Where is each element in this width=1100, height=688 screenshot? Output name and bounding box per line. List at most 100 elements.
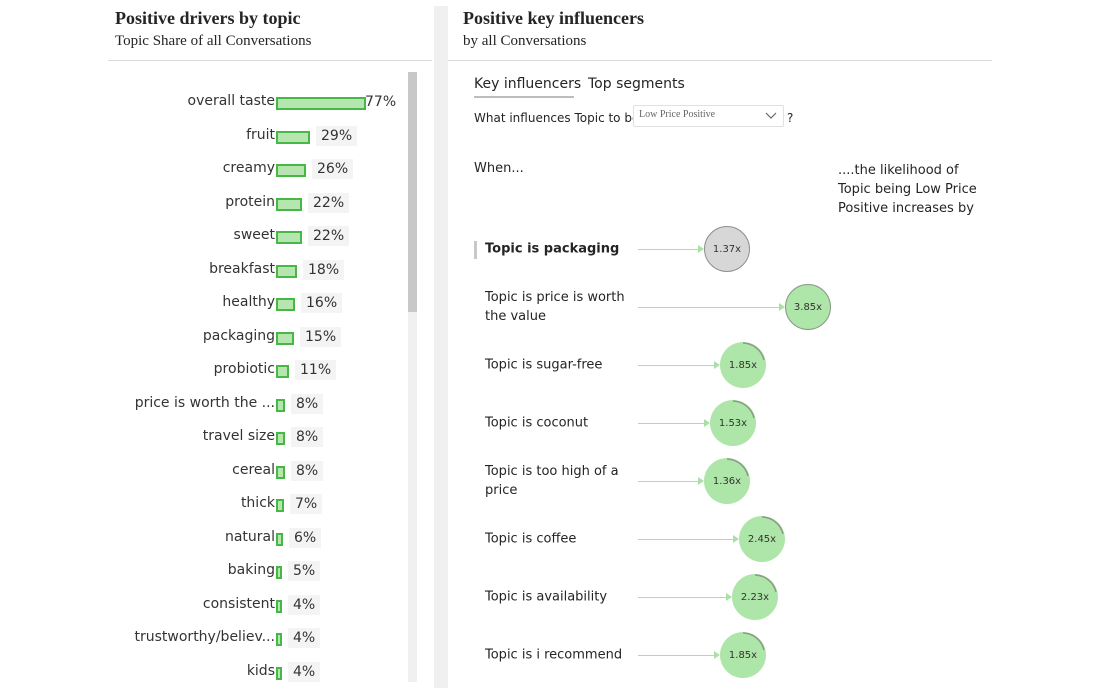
influencer-label: Topic is coffee	[485, 531, 577, 547]
topic-bar[interactable]	[276, 532, 283, 546]
topic-value: 5%	[288, 561, 321, 581]
tab-key-influencers[interactable]: Key influencers	[474, 76, 582, 92]
topic-bar-row[interactable]: protein 22%	[108, 192, 408, 215]
influencer-label: Topic is sugar-free	[485, 357, 603, 373]
topic-bar-row[interactable]: baking 5%	[108, 561, 408, 583]
topic-bar-row[interactable]: kids 4%	[108, 661, 408, 684]
topic-bar[interactable]	[276, 97, 366, 110]
influencer-list: Topic is packaging 1.37x Topic is price is…	[448, 220, 992, 688]
multiplier-bubble[interactable]: 1.53x	[710, 400, 756, 446]
topic-bar[interactable]	[276, 331, 294, 345]
when-label: When...	[474, 161, 524, 176]
topic-value: 26%	[312, 159, 354, 179]
topic-bar-row[interactable]: thick 7%	[108, 494, 408, 516]
question-prefix: What influences Topic to be	[474, 111, 640, 125]
topic-bar-row[interactable]: sweet 22%	[108, 226, 408, 248]
topic-label: fruit	[246, 126, 275, 143]
scrollbar[interactable]	[408, 72, 417, 682]
topic-label: protein	[225, 193, 275, 210]
influencer-label: Topic is availability	[485, 589, 608, 605]
chevron-down-icon	[765, 112, 777, 119]
topic-value: 8%	[291, 427, 324, 447]
topic-bar-row[interactable]: creamy 26%	[108, 159, 408, 181]
arrow-head-icon	[704, 419, 710, 427]
multiplier-bubble[interactable]: 1.37x	[704, 226, 750, 272]
topic-bar[interactable]	[276, 231, 302, 244]
panel-subtitle: by all Conversations	[463, 33, 587, 49]
connector-line	[638, 539, 735, 540]
multiplier-bubble[interactable]: 2.23x	[732, 574, 778, 620]
topic-bar[interactable]	[276, 633, 282, 646]
topic-bar-row[interactable]: overall taste 77%	[108, 92, 408, 114]
multiplier-bubble[interactable]: 1.85x	[720, 342, 766, 388]
multiplier-bubble[interactable]: 3.85x	[785, 284, 831, 330]
multiplier-bubble[interactable]: 1.36x	[704, 458, 750, 504]
influencer-row[interactable]: Topic is i recommend 1.85x	[448, 626, 992, 684]
topic-label: consistent	[202, 595, 275, 612]
multiplier-bubble[interactable]: 1.85x	[720, 632, 766, 678]
topic-value-dropdown[interactable]: Low Price Positive	[633, 105, 784, 127]
topic-label: travel size	[202, 428, 275, 444]
topic-label: sweet	[233, 227, 275, 243]
topic-bar-row[interactable]: natural 6%	[108, 527, 408, 550]
topic-bar[interactable]	[276, 499, 284, 512]
influencer-row[interactable]: Topic is too high of a price 1.36x	[448, 452, 992, 510]
topic-bar[interactable]	[276, 264, 297, 278]
influencer-row[interactable]: Topic is packaging 1.37x	[448, 220, 992, 278]
topic-label: breakfast	[209, 260, 275, 277]
panel-title: Positive drivers by topic	[115, 8, 301, 28]
topic-bar[interactable]	[276, 365, 289, 378]
topic-bar[interactable]	[276, 465, 285, 479]
influencer-row[interactable]: Topic is sugar-free 1.85x	[448, 336, 992, 394]
connector-line	[638, 597, 728, 598]
arrow-head-icon	[714, 361, 720, 369]
topic-bar-row[interactable]: breakfast 18%	[108, 259, 408, 282]
scrollbar-thumb[interactable]	[408, 72, 417, 312]
connector-line	[638, 307, 781, 308]
topic-bar[interactable]	[276, 197, 302, 211]
topic-bar[interactable]	[276, 599, 282, 613]
topic-bar[interactable]	[276, 432, 285, 445]
influencer-row[interactable]: Topic is price is worth the value 3.85x	[448, 278, 992, 336]
connector-line	[638, 655, 716, 656]
topic-label: probiotic	[213, 361, 275, 377]
influencer-label: Topic is i recommend	[485, 647, 623, 663]
topic-bar-row[interactable]: healthy 16%	[108, 293, 408, 315]
positive-drivers-panel: Positive drivers by topic Topic Share of…	[108, 0, 432, 688]
topic-bar[interactable]	[276, 666, 282, 680]
topic-bar-row[interactable]: probiotic 11%	[108, 360, 408, 382]
topic-label: trustworthy/believ...	[134, 629, 275, 645]
topic-bar-row[interactable]: packaging 15%	[108, 326, 408, 349]
topic-label: kids	[246, 662, 275, 679]
topic-bar-row[interactable]: trustworthy/believ... 4%	[108, 628, 408, 650]
arrow-head-icon	[779, 303, 785, 311]
topic-label: thick	[240, 495, 275, 511]
topic-bar-row[interactable]: cereal 8%	[108, 460, 408, 483]
tab-top-segments[interactable]: Top segments	[588, 76, 685, 92]
topic-bar[interactable]	[276, 298, 295, 311]
influencer-row[interactable]: Topic is availability 2.23x	[448, 568, 992, 626]
topic-bar[interactable]	[276, 164, 306, 177]
multiplier-bubble[interactable]: 2.45x	[739, 516, 785, 562]
topic-bar-row[interactable]: price is worth the ... 8%	[108, 393, 408, 416]
topic-bar[interactable]	[276, 398, 285, 412]
topic-value: 11%	[295, 360, 337, 380]
topic-bar[interactable]	[276, 566, 282, 579]
topic-bar[interactable]	[276, 130, 310, 144]
influencer-row[interactable]: Topic is coconut 1.53x	[448, 394, 992, 452]
topic-value: 6%	[289, 527, 322, 548]
topic-value: 16%	[301, 293, 343, 313]
topic-value: 8%	[291, 460, 324, 481]
topic-bar-row[interactable]: travel size 8%	[108, 427, 408, 449]
topic-bar-row[interactable]: consistent 4%	[108, 594, 408, 617]
influencer-row[interactable]: Topic is coffee 2.45x	[448, 510, 992, 568]
topic-value: 77%	[365, 94, 397, 110]
topic-label: cereal	[232, 461, 275, 478]
connector-line	[638, 365, 716, 366]
topic-bar-row[interactable]: fruit 29%	[108, 125, 408, 148]
topic-value: 18%	[303, 259, 345, 280]
influencer-label: Topic is too high of a price	[485, 464, 619, 498]
arrow-head-icon	[733, 535, 739, 543]
topic-bar-list: overall taste 77% fruit 29% creamy 26% protein…	[108, 84, 408, 684]
panel-subtitle: Topic Share of all Conversations	[115, 33, 312, 49]
